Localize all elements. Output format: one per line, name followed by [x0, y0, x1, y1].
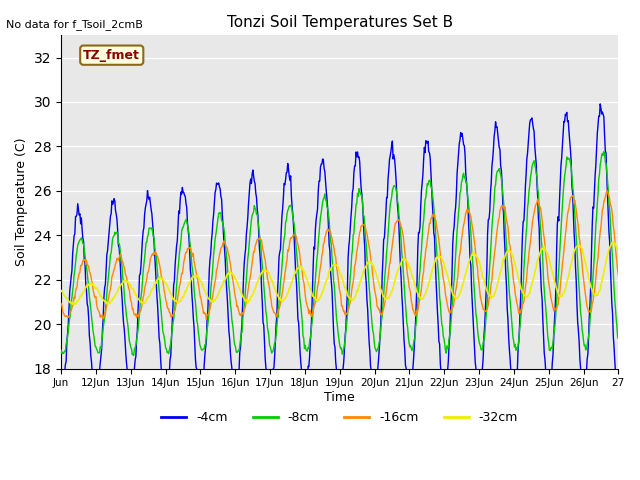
- X-axis label: Time: Time: [324, 391, 355, 404]
- Y-axis label: Soil Temperature (C): Soil Temperature (C): [15, 138, 28, 266]
- Text: TZ_fmet: TZ_fmet: [83, 48, 140, 61]
- Text: No data for f_Tsoil_2cmB: No data for f_Tsoil_2cmB: [6, 19, 143, 30]
- Title: Tonzi Soil Temperatures Set B: Tonzi Soil Temperatures Set B: [227, 15, 452, 30]
- Legend: -4cm, -8cm, -16cm, -32cm: -4cm, -8cm, -16cm, -32cm: [156, 406, 523, 429]
